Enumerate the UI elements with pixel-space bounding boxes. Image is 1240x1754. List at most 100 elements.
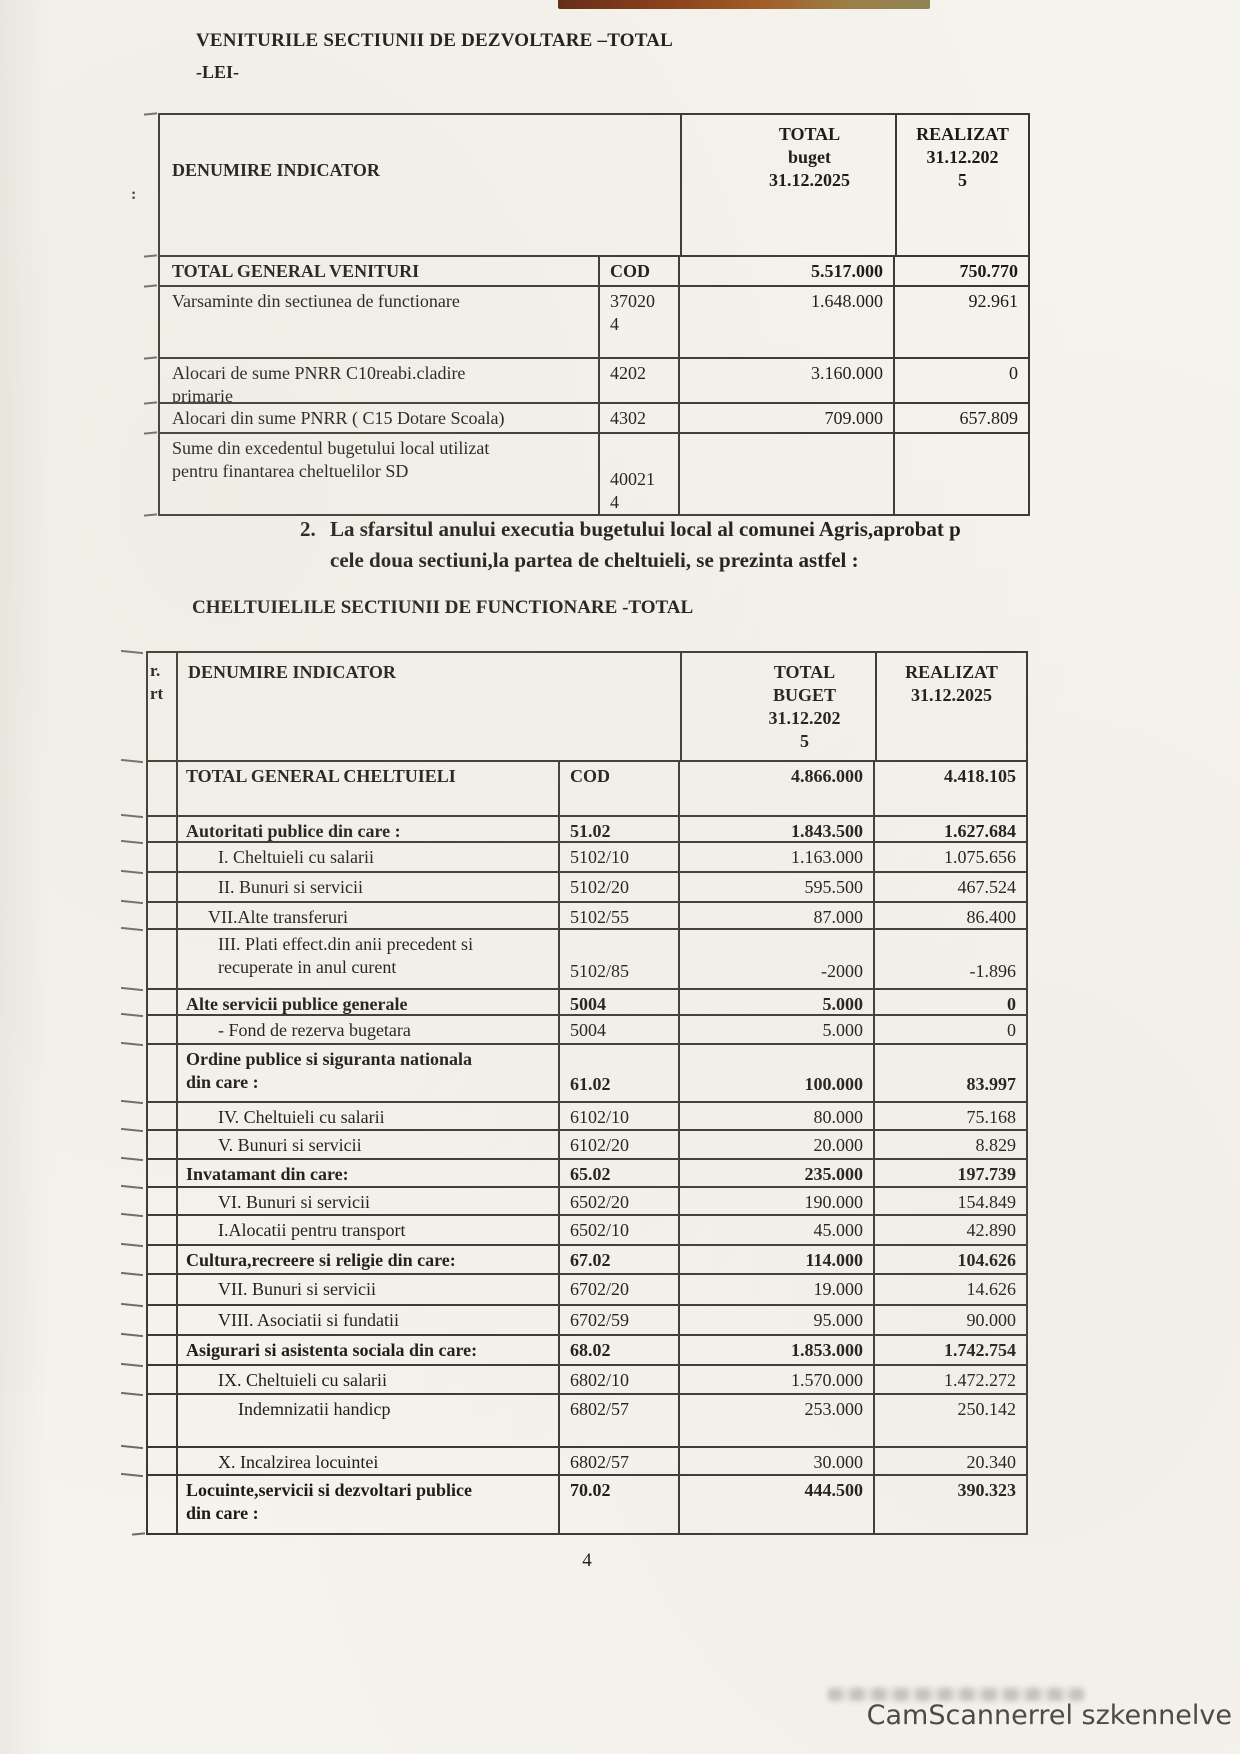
table-row: IV. Cheltuieli cu salarii 6102/10 80.000… xyxy=(148,1103,1026,1131)
cell-cod: COD xyxy=(560,762,680,815)
table-row: Cultura,recreere si religie din care: 67… xyxy=(148,1246,1026,1275)
table-row: VI. Bunuri si servicii 6502/20 190.000 1… xyxy=(148,1188,1026,1216)
cell-nr xyxy=(148,1306,178,1334)
table-row: Alocari din sume PNRR ( C15 Dotare Scoal… xyxy=(160,404,1028,434)
table-row: Autoritati publice din care : 51.02 1.84… xyxy=(148,817,1026,843)
cell-cod: 68.02 xyxy=(560,1336,680,1364)
cell-indicator: IX. Cheltuieli cu salarii xyxy=(178,1366,560,1393)
cell-cod: 6802/57 xyxy=(560,1448,680,1474)
cell-cod: 6102/20 xyxy=(560,1131,680,1158)
cell-cod: 61.02 xyxy=(560,1045,680,1101)
note-paragraph: 2. La sfarsitul anului executia bugetulu… xyxy=(300,514,1235,576)
cell-indicator: TOTAL GENERAL VENITURI xyxy=(160,257,600,285)
cell-realizat: 8.829 xyxy=(975,1135,1017,1155)
cell-total-buget: 444.500 xyxy=(680,1476,875,1533)
cell-cod: 6702/59 xyxy=(560,1306,680,1334)
table-row: VII. Bunuri si servicii 6702/20 19.000 1… xyxy=(148,1275,1026,1306)
cell-nr xyxy=(148,1395,178,1446)
cell-cod: 5004 xyxy=(560,1016,680,1043)
cell-realizat: 390.323 xyxy=(957,1480,1017,1500)
cell-indicator: Autoritati publice din care : xyxy=(178,817,560,841)
cell-cod: COD xyxy=(600,257,680,285)
cell-cod: 6102/10 xyxy=(560,1103,680,1129)
cell-realizat: -1.896 xyxy=(969,961,1017,981)
cell-indicator: Locuinte,servicii si dezvoltari publice … xyxy=(178,1476,560,1533)
cell-realizat: 467.524 xyxy=(957,877,1017,897)
header-cell-indicator: DENUMIRE INDICATOR xyxy=(178,653,682,760)
cheltuieli-table: r. rt DENUMIRE INDICATOR TOTAL BUGET 31.… xyxy=(146,651,1028,1535)
table-row: VII.Alte transferuri 5102/55 87.000 86.4… xyxy=(148,903,1026,930)
cell-cod: 67.02 xyxy=(560,1246,680,1273)
cell-total-buget: 114.000 xyxy=(680,1246,875,1273)
cell-nr xyxy=(148,843,178,871)
cell-indicator: Ordine publice si siguranta nationala di… xyxy=(178,1045,560,1101)
cell-indicator: Cultura,recreere si religie din care: xyxy=(178,1246,560,1273)
table-row: IX. Cheltuieli cu salarii 6802/10 1.570.… xyxy=(148,1366,1026,1395)
cell-nr xyxy=(148,1246,178,1273)
header-cell-total-buget: TOTAL BUGET 31.12.202 5 xyxy=(682,653,877,760)
cell-cod: 37020 4 xyxy=(600,287,680,357)
cell-indicator: VI. Bunuri si servicii xyxy=(178,1188,560,1214)
cell-cod: 4202 xyxy=(600,359,680,402)
cell-realizat: 75.168 xyxy=(966,1107,1017,1127)
cell-indicator: II. Bunuri si servicii xyxy=(178,873,560,901)
cell-total-buget: 95.000 xyxy=(680,1306,875,1334)
cell-realizat: 1.472.272 xyxy=(944,1370,1016,1390)
cell-indicator: X. Incalzirea locuintei xyxy=(178,1448,560,1474)
table-row: Indemnizatii handicp 6802/57 253.000 250… xyxy=(148,1395,1026,1448)
cell-realizat: 92.961 xyxy=(968,291,1019,311)
cell-total-buget: 100.000 xyxy=(680,1045,875,1101)
cell-total-buget: 1.843.500 xyxy=(680,817,875,841)
cell-realizat: 657.809 xyxy=(959,408,1019,428)
table-row: Locuinte,servicii si dezvoltari publice … xyxy=(148,1476,1026,1533)
cell-total-buget: 235.000 xyxy=(680,1160,875,1186)
cell-cod: 40021 4 xyxy=(600,434,680,514)
venituri-header-row: DENUMIRE INDICATOR TOTAL buget 31.12.202… xyxy=(160,115,1028,257)
scan-artifact: : xyxy=(131,186,137,203)
cell-realizat: 4.418.105 xyxy=(944,766,1016,786)
cell-cod: 51.02 xyxy=(560,817,680,841)
header-cell-realizat: REALIZAT 31.12.2025 xyxy=(905,662,998,705)
cell-nr xyxy=(148,817,178,841)
cell-total-buget: 30.000 xyxy=(680,1448,875,1474)
cell-cod: 4302 xyxy=(600,404,680,432)
cell-realizat xyxy=(895,434,1028,514)
cell-nr xyxy=(148,1131,178,1158)
camscanner-watermark: CamScannerrel szkennelve xyxy=(866,1700,1232,1731)
table-row: Varsaminte din sectiunea de functionare … xyxy=(160,287,1028,359)
currency-label: -LEI- xyxy=(196,62,240,82)
cell-nr xyxy=(148,1016,178,1043)
cell-cod: 5102/20 xyxy=(560,873,680,901)
cell-indicator: Indemnizatii handicp xyxy=(178,1395,560,1446)
cell-cod: 5004 xyxy=(560,990,680,1014)
cell-total-buget: 87.000 xyxy=(680,903,875,928)
header-cell-indicator: DENUMIRE INDICATOR xyxy=(160,115,682,255)
cell-total-buget: 190.000 xyxy=(680,1188,875,1214)
cell-total-buget: 5.000 xyxy=(680,990,875,1014)
cell-total-buget: -2000 xyxy=(680,930,875,988)
header-cell-total-buget: TOTAL buget 31.12.2025 xyxy=(682,115,897,255)
section-title-cheltuieli: CHELTUIELILE SECTIUNII DE FUNCTIONARE -T… xyxy=(192,597,694,618)
cell-total-buget: 595.500 xyxy=(680,873,875,901)
cell-indicator: I.Alocatii pentru transport xyxy=(178,1216,560,1244)
cell-indicator: VII. Bunuri si servicii xyxy=(178,1275,560,1304)
cell-indicator: Sume din excedentul bugetului local util… xyxy=(160,434,600,514)
cell-realizat: 104.626 xyxy=(957,1250,1017,1270)
table-row: I. Cheltuieli cu salarii 5102/10 1.163.0… xyxy=(148,843,1026,873)
cell-cod: 65.02 xyxy=(560,1160,680,1186)
cell-realizat: 0 xyxy=(1009,363,1018,383)
cell-realizat: 14.626 xyxy=(966,1279,1017,1299)
cell-indicator: V. Bunuri si servicii xyxy=(178,1131,560,1158)
cell-indicator: Varsaminte din sectiunea de functionare xyxy=(160,287,600,357)
cell-indicator: Asigurari si asistenta sociala din care: xyxy=(178,1336,560,1364)
cell-realizat: 197.739 xyxy=(957,1164,1017,1184)
table-row: III. Plati effect.din anii precedent si … xyxy=(148,930,1026,990)
cell-indicator: VIII. Asociatii si fundatii xyxy=(178,1306,560,1334)
cell-indicator: III. Plati effect.din anii precedent si … xyxy=(178,930,560,988)
scan-edge-strip xyxy=(558,0,930,9)
section-title-venituri: VENITURILE SECTIUNII DE DEZVOLTARE –TOTA… xyxy=(196,30,673,51)
cell-indicator: VII.Alte transferuri xyxy=(178,903,560,928)
table-row: Sume din excedentul bugetului local util… xyxy=(160,434,1028,514)
cell-nr xyxy=(148,1476,178,1533)
cell-indicator: Alocari de sume PNRR C10reabi.cladire pr… xyxy=(160,359,600,402)
